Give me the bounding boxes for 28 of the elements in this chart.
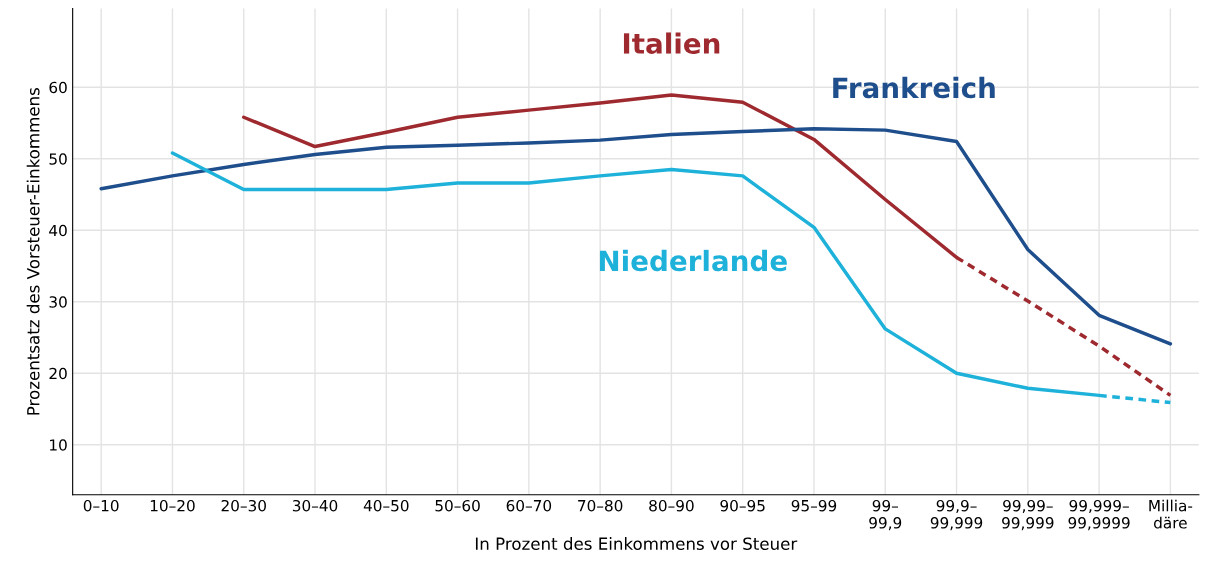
- x-tick-label: 99– 99,9: [869, 499, 902, 531]
- y-tick-label: 50: [49, 153, 67, 165]
- x-tick-label: 40–50: [363, 499, 409, 512]
- y-tick-label: 10: [50, 439, 67, 451]
- x-tick-label: 50–60: [435, 499, 480, 512]
- x-tick-label: 80–90: [649, 499, 694, 512]
- x-tick-label: 99,9– 99,999: [930, 499, 983, 531]
- x-tick-label: 99,999– 99,9999: [1068, 499, 1130, 531]
- series-label: Italien: [623, 32, 720, 54]
- y-axis-title: Prozentsatz des Vorsteuer-Einkommens: [26, 87, 40, 415]
- y-tick-label: 60: [49, 81, 67, 94]
- y-tick-label: 30: [49, 296, 67, 308]
- x-tick-label: 99,99– 99,999: [1002, 499, 1054, 531]
- x-tick-label: Millia- däre: [1149, 499, 1193, 529]
- y-tick-label: 20: [49, 367, 67, 380]
- x-tick-label: 10–20: [150, 499, 195, 512]
- series-label: Niederlande: [599, 249, 787, 272]
- x-tick-label: 60–70: [506, 499, 552, 512]
- x-tick-label: 95–99: [791, 499, 837, 512]
- x-tick-label: 30–40: [292, 499, 338, 512]
- y-tick-label: 40: [49, 224, 67, 237]
- x-tick-label: 70–80: [578, 499, 623, 512]
- line-series: [99, 126, 1173, 346]
- x-axis-title: In Prozent des Einkommens vor Steuer: [475, 537, 798, 550]
- series-label: Frankreich: [833, 76, 995, 99]
- x-tick-label: 20–30: [221, 499, 266, 512]
- x-tick-label: 90–95: [720, 499, 765, 512]
- x-tick-label: 0–10: [83, 499, 119, 512]
